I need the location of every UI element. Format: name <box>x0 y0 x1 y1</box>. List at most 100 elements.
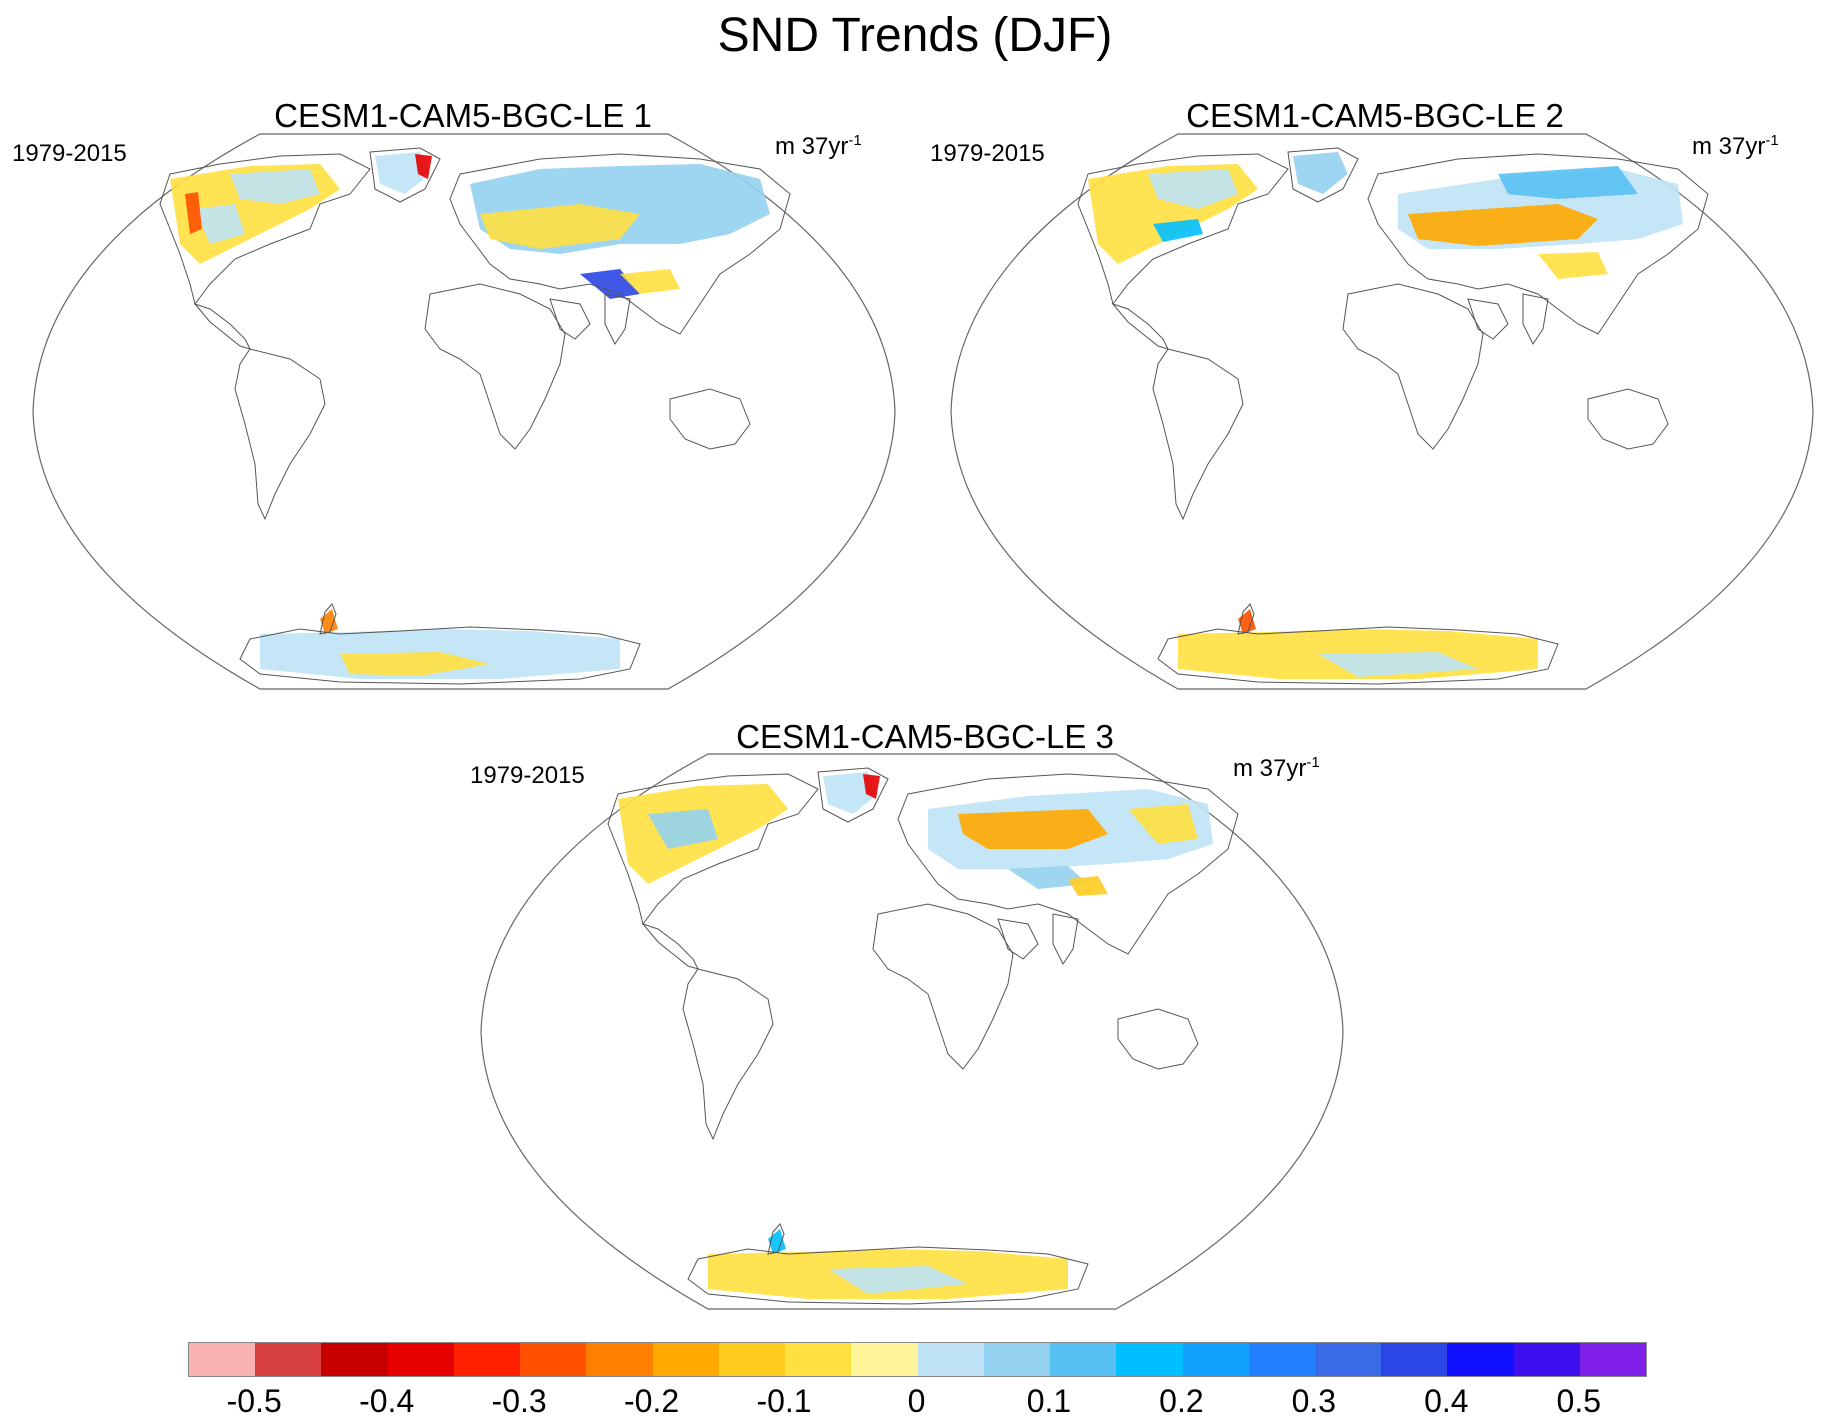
coastline <box>1237 603 1255 635</box>
colorbar-swatch <box>851 1343 918 1376</box>
trend-patch <box>1068 876 1108 896</box>
trend-patch <box>958 809 1108 849</box>
panel-3-title: CESM1-CAM5-BGC-LE 3 <box>736 718 1114 755</box>
colorbar-swatch <box>586 1343 653 1376</box>
coastline <box>1367 153 1709 335</box>
colorbar-swatch <box>1381 1343 1448 1376</box>
trend-patch <box>230 169 320 204</box>
trend-patch <box>1153 219 1203 242</box>
colorbar-swatch <box>1050 1343 1117 1376</box>
trend-patch <box>863 774 880 799</box>
coastline <box>897 773 1239 955</box>
coastline <box>872 903 1014 1070</box>
colorbar-tick-label: 0.5 <box>1556 1383 1602 1419</box>
colorbar-tick-label: -0.4 <box>359 1383 415 1419</box>
colorbar-tick-label: 0.1 <box>1026 1383 1072 1419</box>
trend-patch <box>1498 166 1638 199</box>
trend-patch <box>1538 252 1608 279</box>
coastline <box>817 767 889 823</box>
coastline <box>1152 348 1244 521</box>
colorbar-swatch <box>387 1343 454 1376</box>
colorbar-tick-label: 0.2 <box>1159 1383 1204 1419</box>
colorbar-swatch <box>321 1343 388 1376</box>
panel-2-map <box>950 133 1814 690</box>
colorbar-tick-label: -0.5 <box>226 1383 282 1419</box>
coastline <box>682 968 774 1141</box>
trend-patch <box>828 1266 968 1294</box>
trend-patch <box>1148 169 1238 209</box>
panel-2-units-exp: -1 <box>1765 132 1779 149</box>
trend-patch <box>823 772 878 814</box>
panel-3-map <box>480 753 1344 1310</box>
trend-patch <box>1128 804 1198 844</box>
coastline <box>767 1223 785 1255</box>
trend-patch <box>1008 866 1088 889</box>
trend-patch <box>195 204 245 244</box>
colorbar-swatch <box>1248 1343 1315 1376</box>
coastline <box>604 293 631 345</box>
trend-patch <box>620 269 680 294</box>
coastline <box>1157 626 1559 685</box>
map-frame <box>480 753 1344 1310</box>
trend-patch <box>340 652 490 676</box>
trend-patch <box>415 154 432 179</box>
coastline <box>1287 147 1359 203</box>
panel-2-units: m 37yr-1 <box>1692 132 1779 161</box>
colorbar <box>188 1342 1647 1377</box>
colorbar-tick-label: -0.1 <box>756 1383 812 1419</box>
trend-patch <box>480 204 640 249</box>
colorbar-swatch <box>983 1343 1051 1376</box>
coastline <box>1467 298 1509 340</box>
colorbar-swatch <box>652 1343 719 1376</box>
coastline <box>1342 283 1484 450</box>
panel-2-period: 1979-2015 <box>930 140 1045 167</box>
coastline <box>607 773 819 926</box>
colorbar-tick-label: 0 <box>907 1383 926 1419</box>
panel-2-title: CESM1-CAM5-BGC-LE 2 <box>1186 97 1564 134</box>
trend-patch <box>1293 152 1348 194</box>
colorbar-tick-label: 0.4 <box>1424 1383 1469 1419</box>
colorbar-swatch <box>1447 1343 1514 1376</box>
panel-1-units-text: m 37yr <box>775 133 849 160</box>
panel-1-period: 1979-2015 <box>12 140 127 167</box>
figure-title: SND Trends (DJF) <box>717 9 1113 62</box>
map-frame <box>32 133 896 690</box>
coastline <box>234 348 326 521</box>
coastline <box>1077 153 1289 306</box>
panel-1-units: m 37yr-1 <box>775 132 862 161</box>
panel-1-title: CESM1-CAM5-BGC-LE 1 <box>274 97 652 134</box>
panel-2-units-text: m 37yr <box>1692 133 1766 160</box>
colorbar-labels: -0.5 -0.4 -0.3 -0.2 -0.1 0 0.1 0.2 0.3 0.4 0.5 <box>188 1383 1645 1419</box>
panel-3-units: m 37yr-1 <box>1233 754 1320 783</box>
panel-1-units-exp: -1 <box>848 132 862 149</box>
panel-3-period: 1979-2015 <box>470 762 585 789</box>
colorbar-tick-label: -0.3 <box>491 1383 547 1419</box>
trend-patch <box>1318 652 1478 677</box>
colorbar-swatch <box>1182 1343 1249 1376</box>
trend-patch <box>185 192 202 234</box>
panel-3-units-text: m 37yr <box>1233 755 1307 782</box>
colorbar-swatch <box>1579 1343 1647 1376</box>
coastline <box>997 918 1039 960</box>
trend-patch <box>648 809 718 849</box>
coastline <box>549 298 591 340</box>
coastline <box>159 153 371 306</box>
coastline <box>239 626 641 685</box>
coastline <box>319 603 337 635</box>
trend-patch <box>1408 204 1598 246</box>
colorbar-swatch <box>1513 1343 1580 1376</box>
colorbar-swatch <box>1116 1343 1183 1376</box>
coastline <box>449 153 791 335</box>
coastline <box>1117 1008 1199 1070</box>
colorbar-swatch <box>189 1343 256 1376</box>
coastline <box>1522 293 1549 345</box>
colorbar-tick-label: -0.2 <box>624 1383 680 1419</box>
coastline <box>1587 388 1669 450</box>
map-frame <box>950 133 1814 690</box>
panel-3-units-exp: -1 <box>1306 754 1320 771</box>
colorbar-swatch <box>718 1343 786 1376</box>
colorbar-swatch <box>453 1343 521 1376</box>
panel-1-map <box>32 133 896 690</box>
colorbar-swatch <box>917 1343 984 1376</box>
trend-patch <box>375 152 430 194</box>
